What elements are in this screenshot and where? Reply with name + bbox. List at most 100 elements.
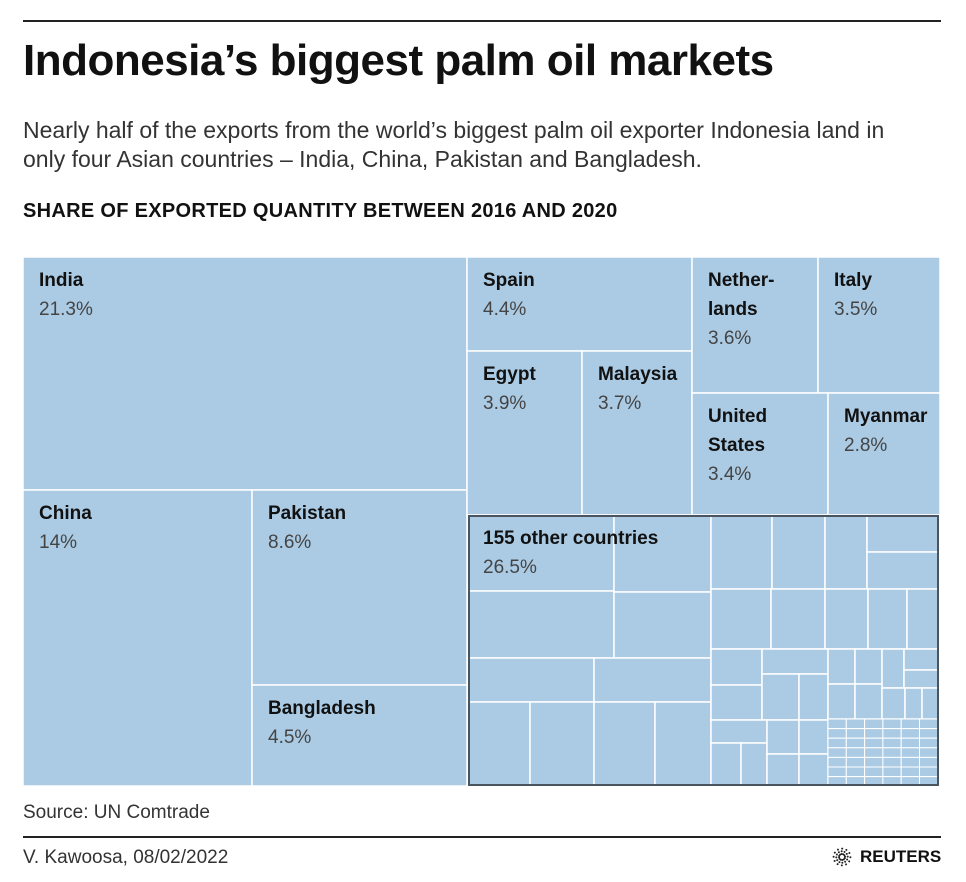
other-country-tile xyxy=(766,753,800,787)
tile-name: Egypt xyxy=(483,364,536,385)
other-country-tile xyxy=(761,673,800,721)
tile-label-spain: Spain 4.4% xyxy=(483,266,535,324)
byline: V. Kawoosa, 08/02/2022 xyxy=(23,847,229,868)
other-country-tile xyxy=(882,728,902,739)
other-country-tile xyxy=(900,756,921,768)
other-country-tile xyxy=(771,514,826,590)
tile-label-nether-lands: Nether- lands 3.6% xyxy=(708,266,798,353)
tile-name: Pakistan xyxy=(268,503,347,524)
other-country-tile xyxy=(845,718,866,730)
chart-title: Indonesia’s biggest palm oil markets xyxy=(23,36,774,85)
other-country-tile xyxy=(900,728,921,739)
tile-name: Spain xyxy=(483,270,535,291)
tile-value: 3.5% xyxy=(834,299,878,320)
other-country-tile xyxy=(864,766,884,778)
tile-value: 8.6% xyxy=(268,532,312,553)
other-country-tile xyxy=(468,701,531,787)
other-country-tile xyxy=(864,756,884,768)
tile-name: India xyxy=(39,270,84,291)
other-country-tile xyxy=(740,742,768,787)
other-country-tile xyxy=(882,718,902,730)
tile-name: Italy xyxy=(834,270,873,291)
tile-155-other-countries xyxy=(468,515,939,786)
tile-value: 4.4% xyxy=(483,299,527,320)
other-country-tile xyxy=(845,747,866,758)
other-country-tile xyxy=(827,756,847,768)
other-country-tile xyxy=(468,590,615,659)
tile-value: 21.3% xyxy=(39,299,93,320)
tile-name: 155 other countries xyxy=(483,528,659,549)
other-country-tile xyxy=(845,766,866,778)
other-country-tile xyxy=(593,701,656,787)
other-country-tile xyxy=(710,648,763,686)
tile-value: 3.4% xyxy=(708,464,752,485)
tile-china xyxy=(22,489,253,787)
other-country-tile xyxy=(798,753,829,787)
other-country-tile xyxy=(919,766,939,778)
other-country-tile xyxy=(900,737,921,749)
other-country-tile xyxy=(867,588,908,650)
other-country-tile xyxy=(827,683,856,720)
other-country-tile xyxy=(921,687,939,720)
tile-value: 4.5% xyxy=(268,727,312,748)
tile-label-myanmar: Myanmar 2.8% xyxy=(844,402,927,460)
other-country-tile xyxy=(710,514,773,590)
other-country-tile xyxy=(710,588,772,650)
tile-label-egypt: Egypt 3.9% xyxy=(483,360,536,418)
other-country-tile xyxy=(845,737,866,749)
tile-label-pakistan: Pakistan 8.6% xyxy=(268,499,346,557)
other-country-tile xyxy=(827,766,847,778)
other-country-tile xyxy=(761,648,829,675)
tile-label-china: China 14% xyxy=(39,499,92,557)
other-country-tile xyxy=(468,514,615,592)
other-country-tile xyxy=(710,742,742,787)
tile-value: 3.7% xyxy=(598,393,642,414)
tile-value: 3.6% xyxy=(708,328,752,349)
other-country-tile xyxy=(824,588,869,650)
other-country-tile xyxy=(881,648,905,689)
other-country-tile xyxy=(904,687,923,720)
other-country-tile xyxy=(770,588,826,650)
bottom-rule xyxy=(23,836,941,838)
other-country-tile xyxy=(798,673,829,721)
tile-value: 3.9% xyxy=(483,393,527,414)
other-country-tile xyxy=(827,747,847,758)
other-country-tile xyxy=(468,657,595,703)
tile-value: 2.8% xyxy=(844,435,888,456)
other-country-tile xyxy=(882,756,902,768)
tile-name: Nether- lands xyxy=(708,270,775,320)
chart-header: SHARE OF EXPORTED QUANTITY BETWEEN 2016 … xyxy=(23,200,618,222)
other-country-tile xyxy=(864,747,884,758)
other-country-tile xyxy=(900,747,921,758)
other-country-tile xyxy=(710,719,768,744)
other-country-tile xyxy=(919,737,939,749)
other-country-tile xyxy=(827,728,847,739)
tile-label-malaysia: Malaysia 3.7% xyxy=(598,360,677,418)
other-country-tile xyxy=(845,728,866,739)
other-country-tile xyxy=(881,687,906,720)
other-country-tile xyxy=(864,737,884,749)
tile-label-india: India 21.3% xyxy=(39,266,93,324)
tile-label-italy: Italy 3.5% xyxy=(834,266,877,324)
tile-value: 14% xyxy=(39,532,78,553)
other-country-tile xyxy=(845,756,866,768)
other-country-tile xyxy=(827,648,856,685)
other-country-tile xyxy=(866,514,939,553)
tile-united-states xyxy=(691,392,829,516)
source-note: Source: UN Comtrade xyxy=(23,802,210,823)
other-country-tile xyxy=(766,719,800,755)
other-country-tile xyxy=(900,718,921,730)
chart-subtitle: Nearly half of the exports from the worl… xyxy=(23,117,885,172)
other-country-tile xyxy=(593,657,712,703)
other-country-tile xyxy=(919,747,939,758)
tile-spain xyxy=(466,256,693,352)
other-country-tile xyxy=(613,591,712,659)
other-country-tile xyxy=(798,719,829,755)
tile-bangladesh xyxy=(251,684,468,787)
tile-value: 26.5% xyxy=(483,557,537,578)
other-country-tile xyxy=(882,737,902,749)
tile-name: Myanmar xyxy=(844,406,928,427)
other-country-tile xyxy=(654,701,712,787)
